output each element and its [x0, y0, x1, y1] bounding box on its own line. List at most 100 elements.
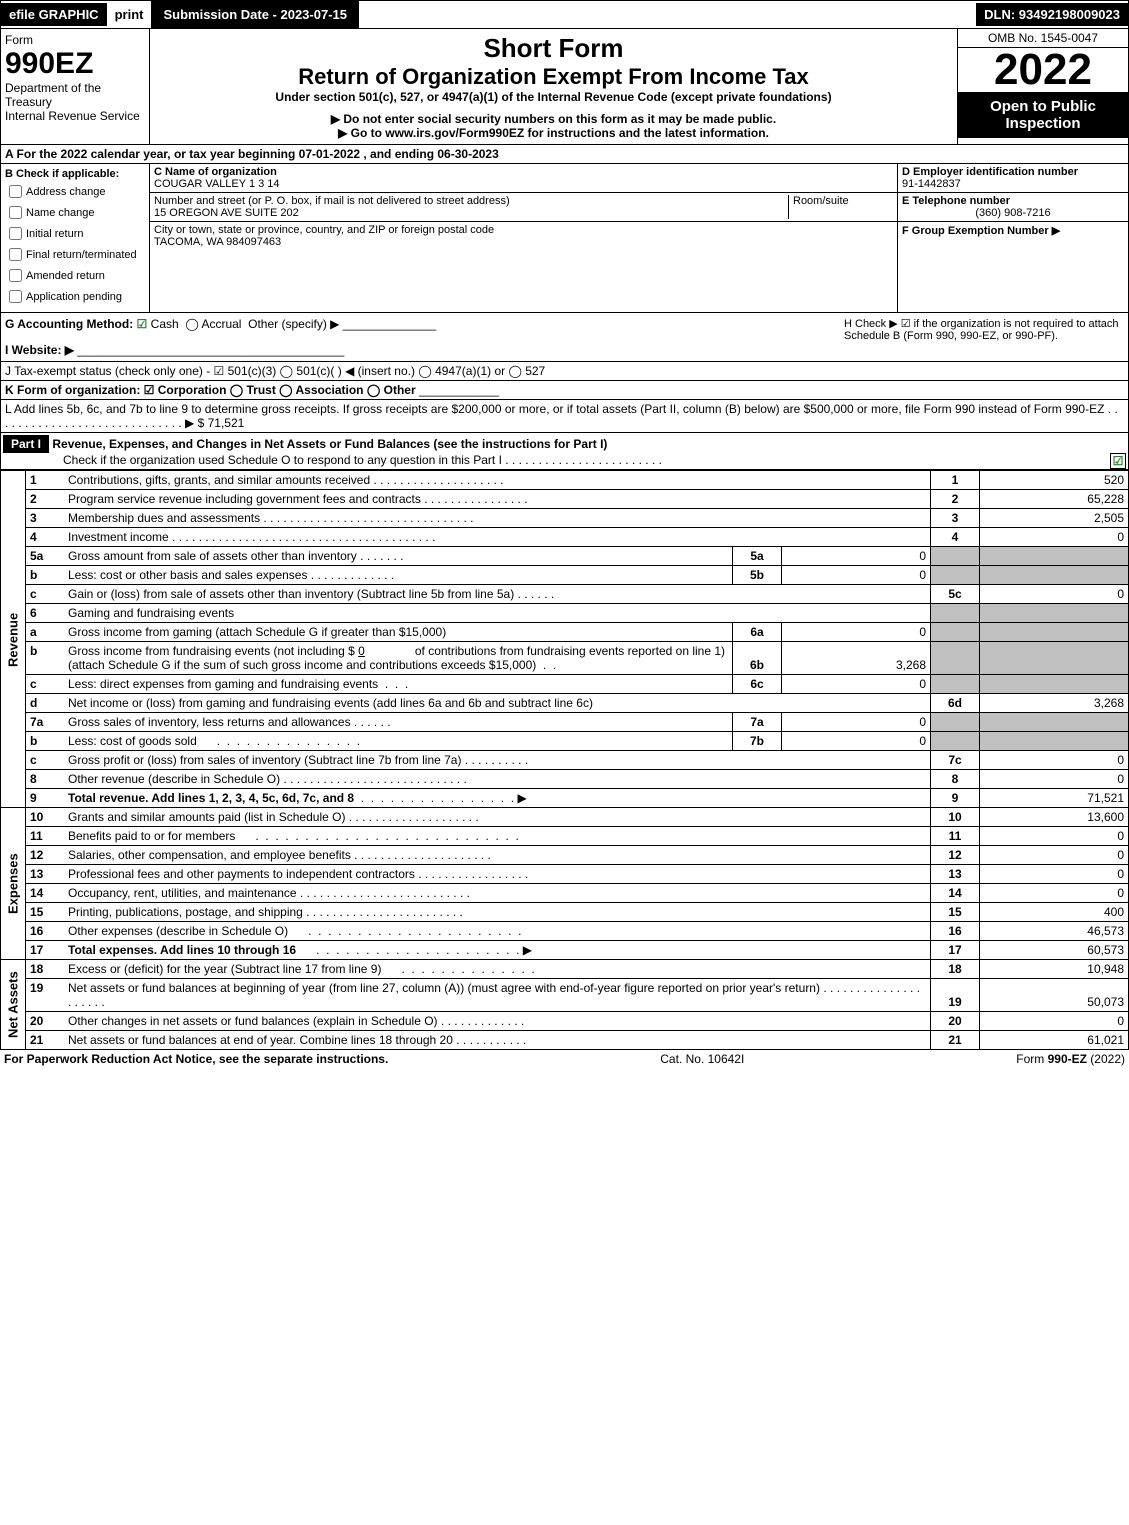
line-desc: Investment income	[68, 530, 169, 544]
line-box: 18	[931, 960, 980, 979]
open-public-badge: Open to Public Inspection	[958, 92, 1128, 138]
line-desc: Excess or (deficit) for the year (Subtra…	[68, 962, 381, 976]
line-num: d	[26, 694, 65, 713]
line-box: 4	[931, 528, 980, 547]
line-desc: Less: cost of goods sold	[68, 734, 197, 748]
note-link[interactable]: ▶ Go to www.irs.gov/Form990EZ for instru…	[154, 126, 953, 140]
line-num: 8	[26, 770, 65, 789]
accrual-label: Accrual	[201, 317, 241, 331]
ein-value: 91-1442837	[902, 178, 961, 190]
sub-value: 3,268	[782, 642, 931, 675]
shaded-cell	[931, 642, 980, 675]
line-num: 18	[26, 960, 65, 979]
line-value: 0	[980, 827, 1129, 846]
line-desc: Total expenses. Add lines 10 through 16	[68, 943, 296, 957]
line-num: 3	[26, 509, 65, 528]
line-box: 2	[931, 490, 980, 509]
shaded-cell	[980, 604, 1129, 623]
line-desc: Less: cost or other basis and sales expe…	[68, 568, 307, 582]
header-left: Form 990EZ Department of the Treasury In…	[1, 29, 150, 144]
top-bar-left: efile GRAPHIC print Submission Date - 20…	[1, 1, 359, 28]
sub-box: 6b	[733, 642, 782, 675]
website-label: I Website: ▶	[5, 343, 74, 357]
check-application-pending[interactable]: Application pending	[5, 287, 145, 306]
line-desc: Membership dues and assessments	[68, 511, 260, 525]
check-label: Name change	[26, 207, 95, 219]
line-num: 9	[26, 789, 65, 808]
line-desc: Gain or (loss) from sale of assets other…	[68, 587, 514, 601]
line-num: 11	[26, 827, 65, 846]
ein-label: D Employer identification number	[902, 166, 1078, 178]
shaded-cell	[980, 642, 1129, 675]
line-desc: Printing, publications, postage, and shi…	[68, 905, 303, 919]
print-button[interactable]: print	[107, 3, 152, 26]
section-j: J Tax-exempt status (check only one) - ☑…	[0, 362, 1129, 381]
phone-label: E Telephone number	[902, 195, 1010, 207]
line-value: 0	[980, 865, 1129, 884]
form-header: Form 990EZ Department of the Treasury In…	[0, 29, 1129, 145]
line-box: 17	[931, 941, 980, 960]
line-box: 10	[931, 808, 980, 827]
arrow-icon: ▶	[523, 943, 532, 957]
form-word: Form	[5, 33, 145, 47]
section-l-text: L Add lines 5b, 6c, and 7b to line 9 to …	[5, 402, 1104, 416]
shaded-cell	[980, 566, 1129, 585]
line-num: 7a	[26, 713, 65, 732]
line-num: b	[26, 732, 65, 751]
check-address-change[interactable]: Address change	[5, 182, 145, 201]
line-box: 15	[931, 903, 980, 922]
sub-value: 0	[782, 713, 931, 732]
efile-button[interactable]: efile GRAPHIC	[1, 3, 107, 26]
part1-header: Part I Revenue, Expenses, and Changes in…	[0, 433, 1129, 470]
line-desc: Occupancy, rent, utilities, and maintena…	[68, 886, 297, 900]
line-desc: Gross amount from sale of assets other t…	[68, 549, 357, 563]
other-label: Other (specify) ▶	[248, 317, 339, 331]
line-desc: Gross income from gaming (attach Schedul…	[68, 625, 446, 639]
line-num: 15	[26, 903, 65, 922]
line-num: c	[26, 585, 65, 604]
line-desc: Total revenue. Add lines 1, 2, 3, 4, 5c,…	[68, 791, 354, 805]
section-j-text: J Tax-exempt status (check only one) - ☑…	[5, 364, 545, 378]
line-desc: Salaries, other compensation, and employ…	[68, 848, 351, 862]
check-final-return[interactable]: Final return/terminated	[5, 245, 145, 264]
section-l: L Add lines 5b, 6c, and 7b to line 9 to …	[0, 400, 1129, 433]
accounting-label: G Accounting Method:	[5, 317, 133, 331]
form-number: 990EZ	[5, 47, 145, 81]
submission-date: Submission Date - 2023-07-15	[151, 1, 359, 28]
line-num: c	[26, 675, 65, 694]
org-name-label: C Name of organization	[154, 166, 277, 178]
schedule-o-checkbox[interactable]: ☑	[1110, 453, 1126, 469]
line-value: 61,021	[980, 1031, 1129, 1050]
fundraising-amount: 0	[358, 644, 365, 658]
line-value: 0	[980, 846, 1129, 865]
header-center: Short Form Return of Organization Exempt…	[150, 29, 957, 144]
line-desc: Net assets or fund balances at end of ye…	[68, 1033, 453, 1047]
footer-right: Form 990-EZ (2022)	[1016, 1052, 1125, 1066]
subtitle: Under section 501(c), 527, or 4947(a)(1)…	[154, 90, 953, 104]
cash-label: Cash	[151, 317, 179, 331]
short-form-title: Short Form	[154, 33, 953, 64]
check-name-change[interactable]: Name change	[5, 203, 145, 222]
check-initial-return[interactable]: Initial return	[5, 224, 145, 243]
line-desc: Gross sales of inventory, less returns a…	[68, 715, 351, 729]
line-box: 13	[931, 865, 980, 884]
page-footer: For Paperwork Reduction Act Notice, see …	[0, 1050, 1129, 1068]
sub-box: 7b	[733, 732, 782, 751]
line-value: 13,600	[980, 808, 1129, 827]
line-num: a	[26, 623, 65, 642]
section-h-text: H Check ▶ ☑ if the organization is not r…	[844, 318, 1119, 342]
line-value: 0	[980, 770, 1129, 789]
line-desc: Contributions, gifts, grants, and simila…	[68, 473, 370, 487]
line-num: 21	[26, 1031, 65, 1050]
check-amended-return[interactable]: Amended return	[5, 266, 145, 285]
line-value: 0	[980, 1012, 1129, 1031]
line-box: 8	[931, 770, 980, 789]
line-value: 60,573	[980, 941, 1129, 960]
line-box: 14	[931, 884, 980, 903]
line-value: 65,228	[980, 490, 1129, 509]
line-desc: Program service revenue including govern…	[68, 492, 421, 506]
dept-label: Department of the Treasury	[5, 81, 145, 109]
line-value: 50,073	[980, 979, 1129, 1012]
line-desc: Other revenue (describe in Schedule O)	[68, 772, 280, 786]
footer-center: Cat. No. 10642I	[660, 1052, 744, 1066]
